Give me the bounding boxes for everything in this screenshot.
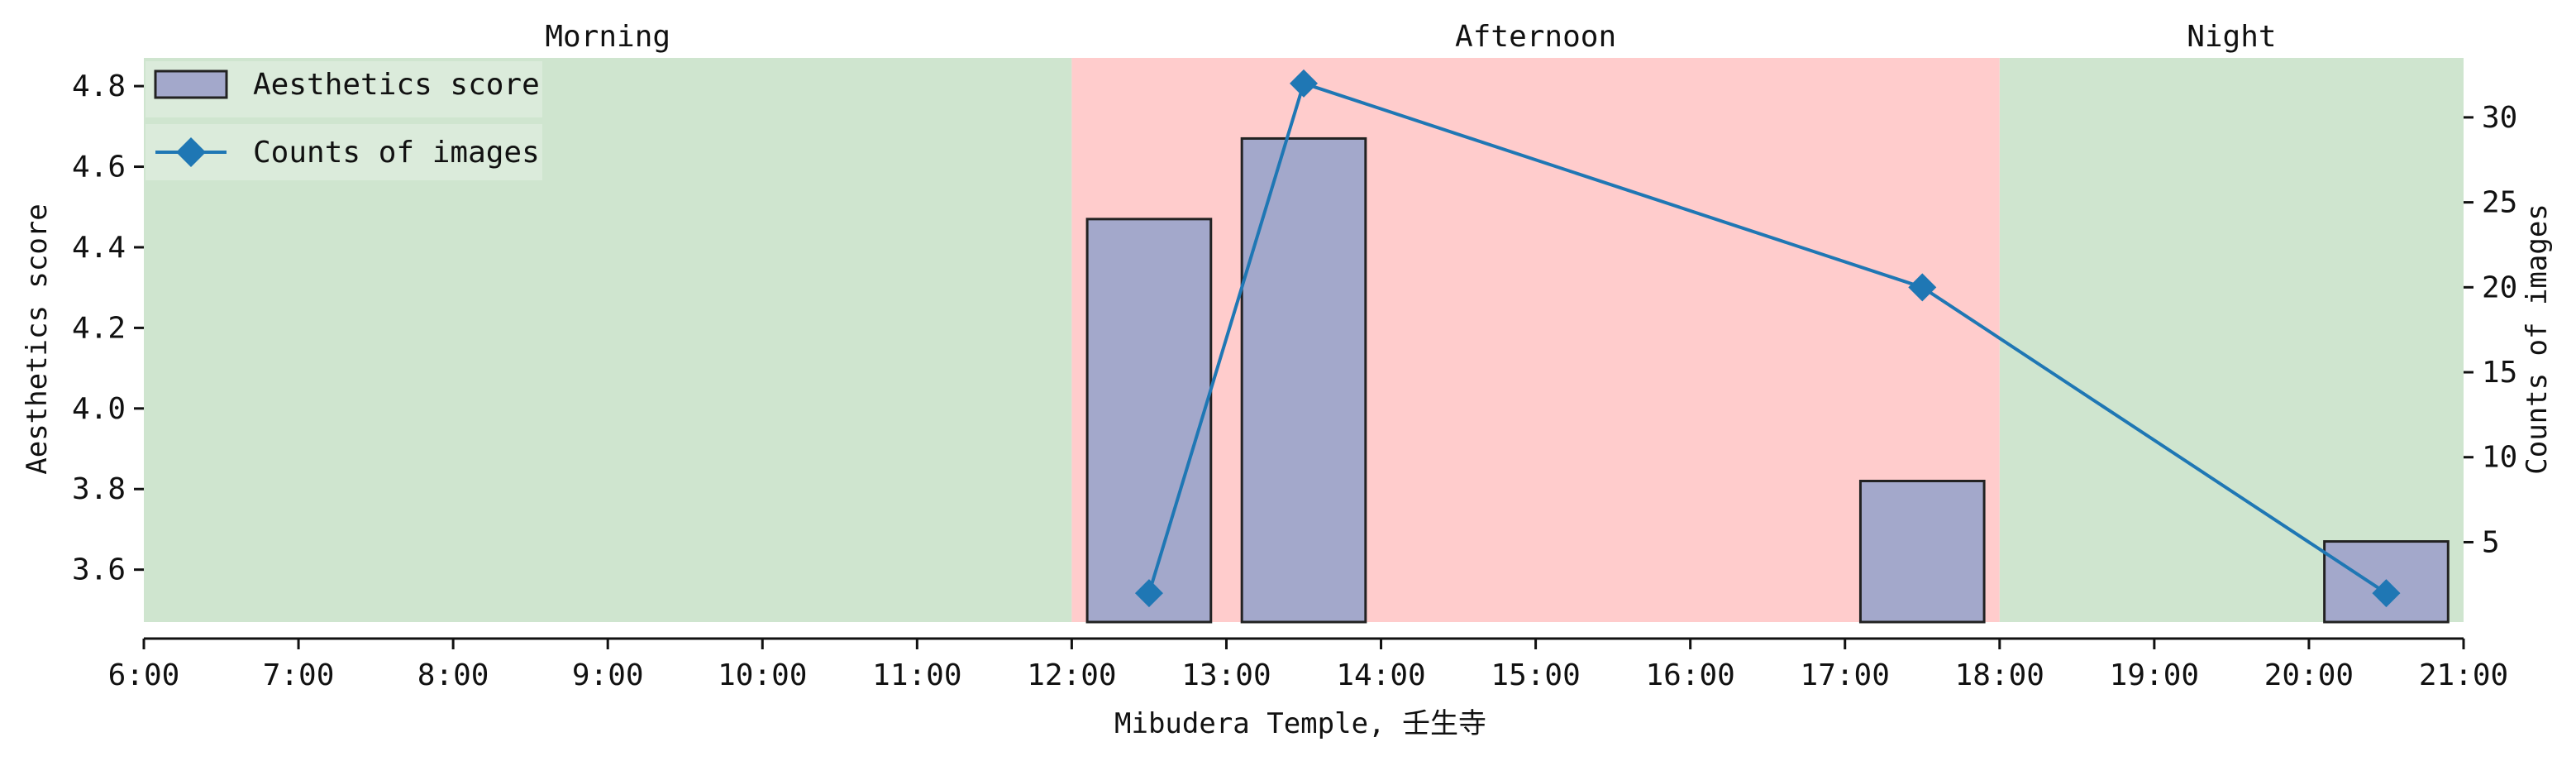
x-tick-label: 9:00	[572, 658, 644, 692]
data-point	[1290, 69, 1318, 98]
y-axis-right: 5 10 15 20 25 30	[2464, 101, 2517, 559]
y2-tick-label: 10	[2482, 441, 2517, 475]
bar	[1858, 480, 1986, 624]
y2-tick-label: 25	[2482, 186, 2517, 220]
y-tick-label: 4.0	[72, 392, 126, 426]
legend: Aesthetics score Counts of images	[145, 61, 542, 180]
x-tick-label: 6:00	[108, 658, 180, 692]
x-axis: 6:00 7:00 8:00 9:00 10:00 11:00 12:00 13:00 14:0…	[108, 637, 2508, 692]
x-tick-label: 7:00	[263, 658, 335, 692]
period-label: Afternoon	[1455, 20, 1616, 54]
legend-label-line: Counts of images	[253, 136, 540, 170]
period-band	[144, 58, 1072, 622]
x-tick-label: 8:00	[417, 658, 489, 692]
x-tick-label: 15:00	[1491, 658, 1580, 692]
x-tick-label: 21:00	[2419, 658, 2508, 692]
y-tick-label: 3.8	[72, 472, 126, 506]
x-tick-label: 14:00	[1336, 658, 1425, 692]
x-tick-label: 16:00	[1645, 658, 1734, 692]
period-bands	[144, 58, 2464, 622]
x-tick-label: 17:00	[1801, 658, 1890, 692]
y-tick-label: 4.2	[72, 311, 126, 345]
x-tick-label: 19:00	[2110, 658, 2199, 692]
period-label: Morning	[545, 20, 670, 54]
y-tick-label: 4.6	[72, 151, 126, 184]
y2-tick-label: 15	[2482, 356, 2517, 390]
line-series	[1134, 69, 2401, 608]
y-tick-label: 4.4	[72, 231, 126, 265]
period-label: Night	[2187, 20, 2276, 54]
y2-axis-title: Counts of images	[2521, 203, 2554, 475]
x-tick-label: 12:00	[1027, 658, 1116, 692]
y-tick-label: 4.8	[72, 69, 126, 103]
y2-tick-label: 20	[2482, 270, 2517, 304]
x-tick-label: 20:00	[2264, 658, 2354, 692]
legend-label-bar: Aesthetics score	[253, 68, 540, 102]
x-tick-label: 18:00	[1955, 658, 2044, 692]
x-tick-label: 10:00	[718, 658, 807, 692]
data-point	[1134, 579, 1163, 608]
period-band	[1999, 58, 2464, 622]
y-tick-label: 3.6	[72, 553, 126, 587]
period-labels: Morning Afternoon Night	[545, 20, 2276, 54]
y2-tick-label: 5	[2482, 525, 2500, 559]
series-line	[1147, 81, 2388, 595]
data-point	[2372, 579, 2401, 608]
y2-tick-label: 30	[2482, 101, 2517, 135]
legend-diamond-marker	[176, 137, 206, 167]
bar	[1240, 136, 1367, 624]
legend-bar-swatch	[154, 69, 228, 99]
bar	[1085, 218, 1213, 624]
data-point	[1908, 273, 1937, 302]
y-axis-left: 3.6 3.8 4.0 4.2 4.4 4.6 4.8	[72, 69, 144, 587]
x-axis-title: Mibudera Temple, 壬生寺	[1114, 707, 1486, 740]
x-tick-label: 11:00	[872, 658, 961, 692]
y-axis-title: Aesthetics score	[21, 203, 54, 475]
x-tick-label: 13:00	[1181, 658, 1271, 692]
